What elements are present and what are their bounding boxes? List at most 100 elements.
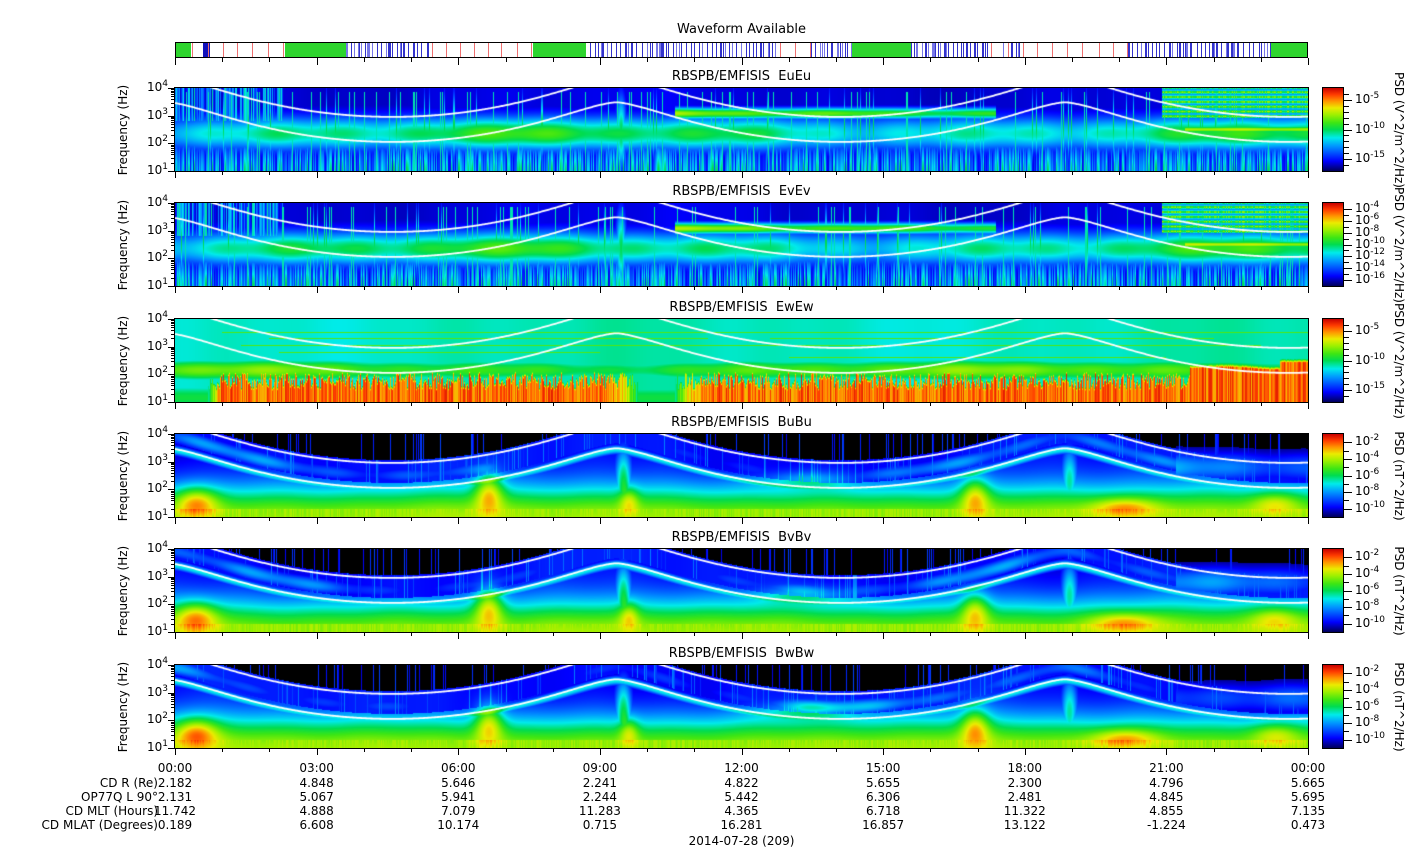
y-minor-tick <box>171 445 175 446</box>
waveform-blue-line <box>943 43 945 57</box>
x-tick <box>411 633 412 636</box>
y-minor-tick <box>171 503 175 505</box>
y-minor-tick <box>171 739 175 741</box>
y-minor-tick <box>171 698 175 700</box>
x-tick <box>788 403 790 406</box>
colorbar-tick <box>1344 731 1349 733</box>
y-minor-tick <box>171 679 175 681</box>
hour-label: 03:00 <box>299 761 334 775</box>
panel-title: RBSPB/EMFISIS BwBw <box>668 646 815 661</box>
x-tick <box>1024 633 1026 639</box>
colorbar-tick-label: 10-10 <box>1355 614 1385 630</box>
y-minor-tick <box>171 338 175 340</box>
x-tick <box>222 749 224 752</box>
y-minor-tick <box>171 116 175 118</box>
y-tick-label: 103 <box>146 452 168 468</box>
y-minor-tick <box>171 553 175 555</box>
waveform-blue-line <box>620 43 622 57</box>
waveform-axis-tick <box>741 58 743 65</box>
waveform-green-segment <box>284 43 346 57</box>
ephemeris-value: 5.941 <box>441 790 476 804</box>
x-tick <box>788 633 790 636</box>
waveform-blue-line <box>946 43 948 57</box>
ephemeris-row-label: CD R (Re) <box>99 776 158 790</box>
ephemeris-value: 4.888 <box>299 804 334 818</box>
colorbar-tick <box>1344 262 1349 264</box>
x-tick <box>788 172 790 175</box>
x-tick <box>1260 287 1262 290</box>
y-minor-tick <box>171 671 175 673</box>
y-tick-label: 103 <box>146 106 168 122</box>
ephemeris-value: 2.300 <box>1007 776 1042 790</box>
ephemeris-value: 4.796 <box>1149 776 1184 790</box>
colorbar-tick-label: 10-4 <box>1355 680 1380 696</box>
y-tick-label: 102 <box>146 249 168 265</box>
x-tick <box>694 287 696 290</box>
y-axis-label: Frequency (Hz) <box>116 84 130 175</box>
waveform-blue-line <box>679 43 681 57</box>
x-tick <box>458 403 460 409</box>
y-minor-tick <box>171 266 175 268</box>
waveform-blue-line <box>407 43 409 57</box>
waveform-blue-line <box>831 43 834 57</box>
colorbar-tick <box>1344 475 1352 477</box>
y-tick-label: 104 <box>146 656 168 671</box>
x-tick <box>411 287 412 290</box>
waveform-axis-tick <box>835 58 837 62</box>
y-minor-tick <box>171 323 175 325</box>
ephemeris-value: -1.224 <box>1147 818 1186 832</box>
x-tick <box>883 518 885 524</box>
x-tick <box>788 518 790 521</box>
y-major-tick <box>168 115 175 117</box>
x-tick <box>222 403 224 406</box>
x-tick <box>1308 518 1309 524</box>
x-tick <box>458 172 460 178</box>
y-minor-tick <box>171 236 175 238</box>
colorbar <box>1322 318 1344 403</box>
waveform-blue-line <box>1201 43 1203 57</box>
y-major-tick <box>168 665 175 666</box>
x-tick <box>363 287 365 290</box>
colorbar-tick <box>1344 256 1352 258</box>
x-tick <box>1260 518 1262 521</box>
waveform-blue-line <box>694 43 695 57</box>
colorbar-tick <box>1344 598 1349 600</box>
colorbar-tick <box>1344 739 1352 741</box>
colorbar-tick <box>1344 557 1352 559</box>
panel-title: RBSPB/EMFISIS BuBu <box>671 415 812 430</box>
waveform-axis-tick <box>930 58 932 62</box>
y-minor-tick <box>171 239 175 240</box>
x-tick <box>599 403 601 409</box>
waveform-blue-line <box>354 43 356 57</box>
x-tick <box>411 403 412 406</box>
waveform-blue-line <box>1243 43 1245 57</box>
waveform-blue-line <box>597 43 599 57</box>
y-tick-label: 101 <box>146 623 168 638</box>
waveform-blue-line <box>364 43 366 57</box>
waveform-blue-line <box>1178 43 1181 57</box>
waveform-blue-line <box>401 43 403 57</box>
waveform-blue-line <box>661 43 663 57</box>
y-minor-tick <box>171 701 175 702</box>
waveform-axis-tick <box>977 58 979 62</box>
colorbar-tick <box>1344 250 1349 252</box>
x-tick <box>175 403 176 409</box>
x-tick <box>269 749 271 752</box>
x-tick <box>599 287 601 293</box>
spectrogram-canvas-BwBw <box>175 665 1308 748</box>
waveform-blue-line <box>986 43 988 57</box>
y-minor-tick <box>171 333 175 335</box>
y-minor-tick <box>171 703 175 705</box>
y-minor-tick <box>171 612 175 614</box>
waveform-blue-line <box>957 43 959 57</box>
ephemeris-value: 2.244 <box>582 790 618 804</box>
colorbar-tick-label: 10-10 <box>1355 351 1385 367</box>
waveform-axis-tick <box>1308 58 1309 65</box>
x-tick <box>1166 172 1168 178</box>
y-minor-tick <box>171 579 175 581</box>
y-minor-tick <box>171 596 175 597</box>
waveform-blue-line <box>924 43 927 57</box>
colorbar-tick-label: 10-6 <box>1355 581 1380 597</box>
waveform-blue-line <box>762 43 764 57</box>
y-major-tick <box>168 319 175 320</box>
